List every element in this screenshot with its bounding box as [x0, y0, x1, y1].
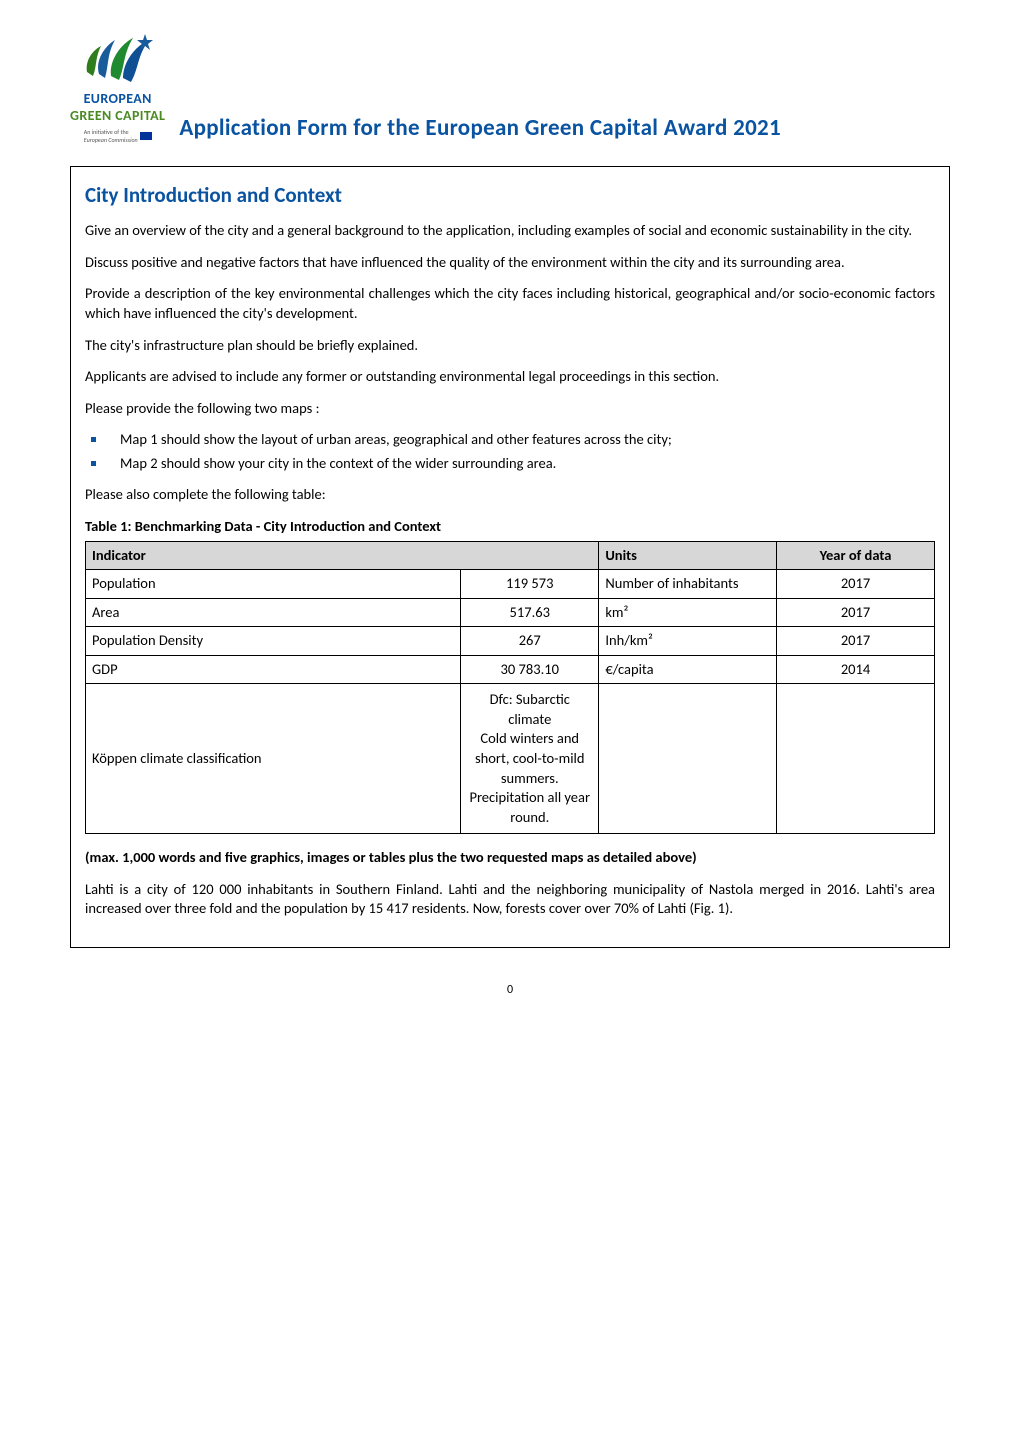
initiative-text-1: An initiative of the [84, 128, 129, 136]
para-infra: The city's infrastructure plan should be… [85, 336, 935, 356]
para-challenges: Provide a description of the key environ… [85, 284, 935, 323]
cell-indicator: Area [86, 598, 461, 627]
cell-year: 2014 [777, 655, 935, 684]
cell-year: 2017 [777, 598, 935, 627]
cell-value: 30 783.10 [461, 655, 599, 684]
initiative-text-2: European Commission [84, 136, 138, 144]
cell-value: 267 [461, 627, 599, 656]
th-units: Units [599, 541, 777, 570]
logo-initiative: An initiative of the European Commission [84, 128, 152, 144]
table-row: Population 119 573 Number of inhabitants… [86, 570, 935, 599]
cell-year [777, 684, 935, 834]
table-header-row: Indicator Units Year of data [86, 541, 935, 570]
table-row: Population Density 267 Inh/km² 2017 [86, 627, 935, 656]
para-factors: Discuss positive and negative factors th… [85, 253, 935, 273]
page-number: 0 [70, 982, 950, 998]
table-row: GDP 30 783.10 €/capita 2014 [86, 655, 935, 684]
cell-value: Dfc: Subarctic climate Cold winters and … [461, 684, 599, 834]
cell-units: Inh/km² [599, 627, 777, 656]
cell-units: €/capita [599, 655, 777, 684]
section-box: City Introduction and Context Give an ov… [70, 166, 950, 948]
cell-value: 517.63 [461, 598, 599, 627]
benchmarking-table: Indicator Units Year of data Population … [85, 541, 935, 835]
cell-value: 119 573 [461, 570, 599, 599]
header-row: EUROPEAN GREEN CAPITAL An initiative of … [70, 30, 950, 144]
body-paragraph-1: Lahti is a city of 120 000 inhabitants i… [85, 880, 935, 919]
cell-indicator: Population [86, 570, 461, 599]
para-legal: Applicants are advised to include any fo… [85, 367, 935, 387]
cell-units: km² [599, 598, 777, 627]
section-title: City Introduction and Context [85, 181, 935, 209]
cell-indicator: Köppen climate classification [86, 684, 461, 834]
cell-units [599, 684, 777, 834]
maps-bullet-list: Map 1 should show the layout of urban ar… [85, 430, 935, 473]
document-page: EUROPEAN GREEN CAPITAL An initiative of … [0, 0, 1020, 1038]
bullet-icon [91, 437, 96, 442]
bullet-text-2: Map 2 should show your city in the conte… [120, 454, 935, 474]
egc-logo: EUROPEAN GREEN CAPITAL An initiative of … [70, 30, 165, 144]
max-words-note: (max. 1,000 words and five graphics, ima… [85, 848, 935, 868]
list-item: Map 1 should show the layout of urban ar… [85, 430, 935, 450]
para-table-intro: Please also complete the following table… [85, 485, 935, 505]
th-year: Year of data [777, 541, 935, 570]
para-overview: Give an overview of the city and a gener… [85, 221, 935, 241]
bullet-text-1: Map 1 should show the layout of urban ar… [120, 430, 935, 450]
bullet-icon [91, 461, 96, 466]
eu-flag-icon [140, 132, 152, 140]
page-title: Application Form for the European Green … [179, 89, 781, 144]
cell-units: Number of inhabitants [599, 570, 777, 599]
table-title: Table 1: Benchmarking Data - City Introd… [85, 517, 935, 537]
th-indicator: Indicator [86, 541, 599, 570]
cell-indicator: GDP [86, 655, 461, 684]
cell-year: 2017 [777, 570, 935, 599]
table-row: Area 517.63 km² 2017 [86, 598, 935, 627]
list-item: Map 2 should show your city in the conte… [85, 454, 935, 474]
table-row: Köppen climate classification Dfc: Subar… [86, 684, 935, 834]
cell-year: 2017 [777, 627, 935, 656]
cell-indicator: Population Density [86, 627, 461, 656]
para-maps-intro: Please provide the following two maps : [85, 399, 935, 419]
logo-word-2: GREEN CAPITAL [70, 107, 165, 126]
